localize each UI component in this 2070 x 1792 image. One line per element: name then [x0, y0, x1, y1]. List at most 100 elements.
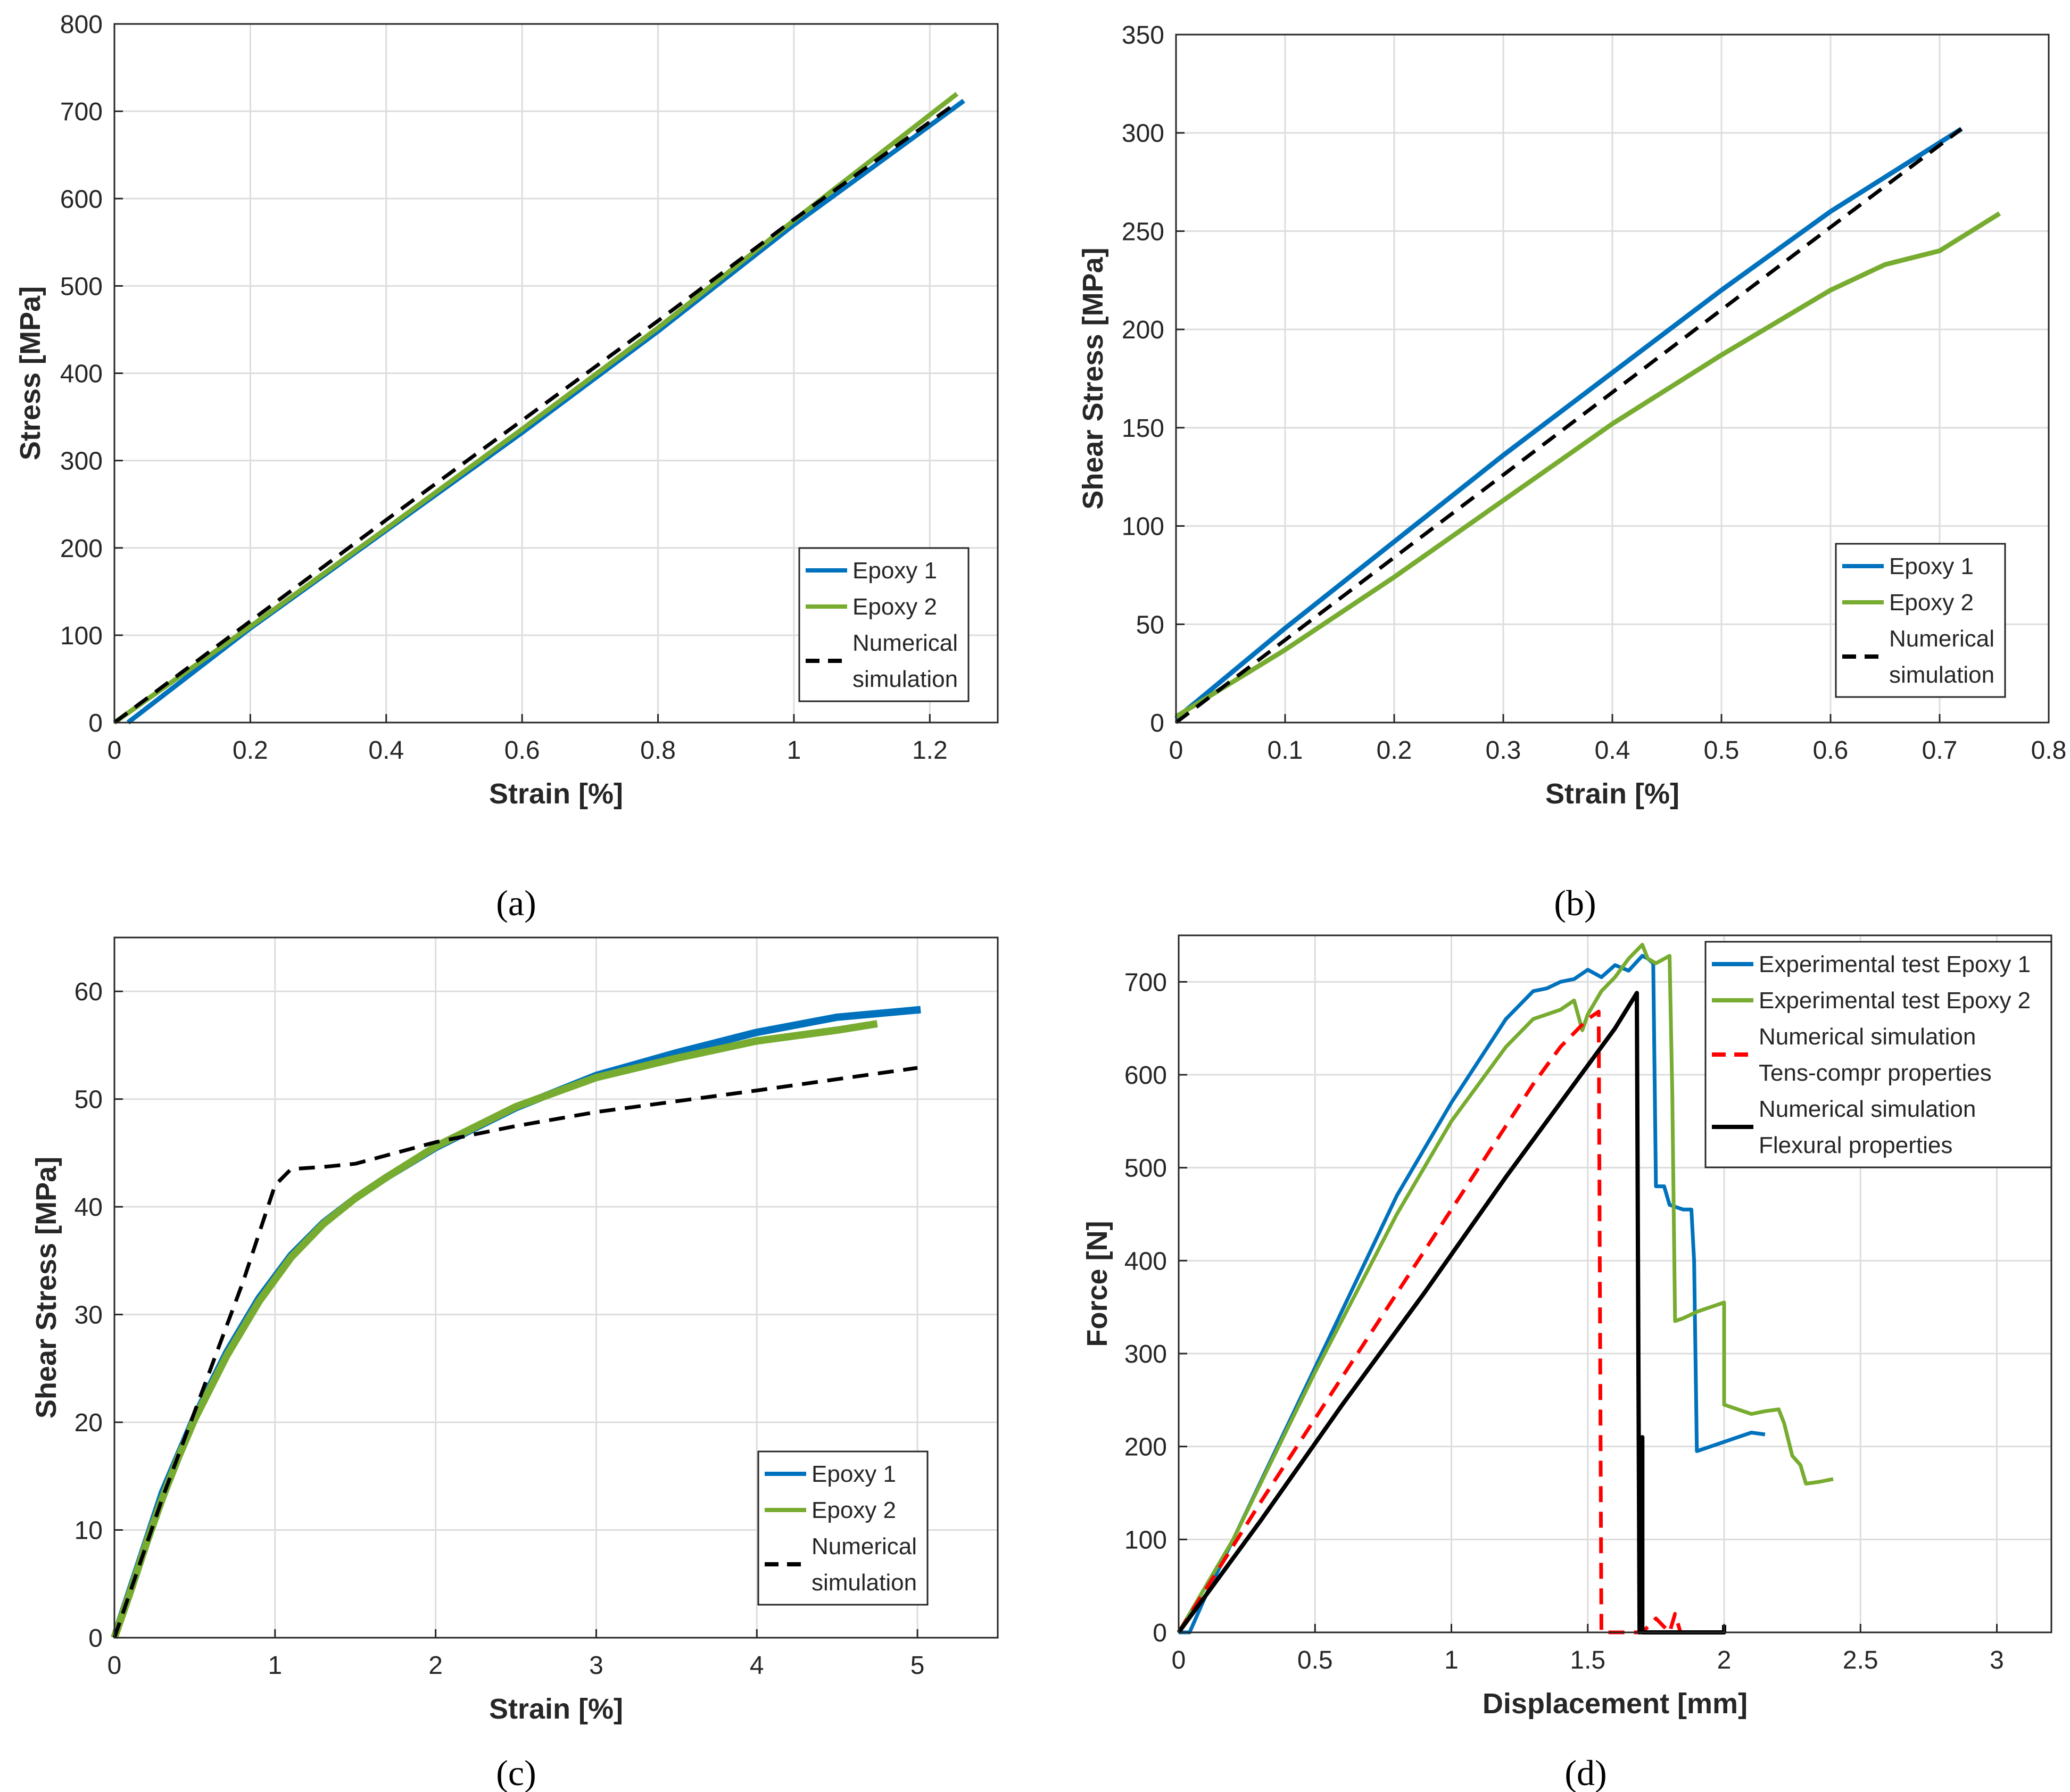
legend: Experimental test Epoxy 1 Experimental te… — [1704, 941, 2052, 1168]
y-tick-label: 350 — [1122, 21, 1164, 49]
x-tick-label: 0.1 — [1268, 736, 1303, 765]
y-tick-label: 0 — [88, 1624, 103, 1653]
x-tick-label: 1 — [1444, 1646, 1459, 1674]
legend: Epoxy 1 Epoxy 2 Numerical simulation — [757, 1450, 929, 1606]
chart-panel-2: 0 0.1 0.2 0.3 0.4 0.5 0.6 0.7 0.8 0 50 100 150 200 250… — [1077, 21, 2066, 923]
x-tick-label: 0 — [107, 1652, 122, 1680]
series-line-3 — [112, 1066, 918, 1639]
panel-caption: (d) — [1564, 1753, 1607, 1792]
x-tick-label: 3 — [589, 1652, 603, 1680]
y-tick-label: 50 — [74, 1086, 103, 1114]
legend-entry-1: Experimental test Epoxy 1 — [1759, 951, 2031, 977]
x-tick-label: 0.6 — [1813, 736, 1849, 765]
chart-panel-4: 0 0.5 1 1.5 2 2.5 3 0 100 200 300 400 500 600 700 Displ… — [1081, 934, 2052, 1792]
y-tick-label: 300 — [1124, 1340, 1167, 1368]
y-tick-label: 400 — [60, 360, 103, 388]
y-tick-label: 600 — [60, 185, 103, 213]
series-line-3 — [1174, 127, 1963, 724]
x-tick-label: 0.8 — [2031, 736, 2067, 765]
legend-box — [1835, 543, 2006, 698]
x-tick-label: 0.5 — [1297, 1646, 1333, 1674]
x-tick-label: 0.6 — [504, 736, 540, 765]
series-line-2 — [1177, 943, 1834, 1633]
x-tick-label: 0.2 — [233, 736, 268, 765]
legend-entry-1: Epoxy 1 — [1889, 553, 1974, 579]
x-tick-label: 2.5 — [1843, 1646, 1878, 1674]
x-tick-label: 1 — [787, 736, 801, 765]
legend-entry-4: Numerical simulation — [1759, 1096, 1976, 1122]
y-tick-label: 250 — [1122, 218, 1164, 246]
legend-entry-2: Epoxy 2 — [1889, 590, 1974, 616]
y-tick-label: 30 — [74, 1301, 103, 1330]
y-tick-label: 50 — [1136, 611, 1164, 639]
legend-box — [798, 547, 970, 702]
legend-entry-3: simulation — [852, 666, 958, 692]
y-tick-label: 500 — [60, 272, 103, 301]
legend-entry-2: Epoxy 2 — [852, 594, 937, 620]
axes-box — [1178, 934, 2052, 1633]
y-tick-label: 600 — [1124, 1061, 1167, 1090]
x-tick-label: 0.5 — [1704, 736, 1740, 765]
y-tick-label: 0 — [88, 709, 103, 737]
series-line-2 — [1174, 211, 2001, 719]
legend: Epoxy 1 Epoxy 2 Numerical simulation — [1835, 543, 2006, 698]
y-tick-label: 700 — [60, 98, 103, 126]
y-tick-label: 500 — [1124, 1155, 1167, 1183]
x-tick-label: 5 — [910, 1652, 925, 1680]
legend-entry-2: Epoxy 2 — [812, 1497, 896, 1523]
x-tick-label: 2 — [428, 1652, 443, 1680]
chart-panel-1: 0 0.2 0.4 0.6 0.8 1 1.2 0 100 200 300 400 500 600 700 8… — [14, 11, 999, 923]
series-line-3 — [1177, 1009, 1683, 1635]
y-tick-label: 200 — [60, 535, 103, 563]
x-tick-label: 0.8 — [640, 736, 676, 765]
axes-box — [113, 936, 999, 1639]
series-line-2 — [111, 1020, 878, 1639]
y-tick-label: 0 — [1153, 1619, 1167, 1647]
legend-entry-3: Numerical — [1889, 626, 1994, 652]
legend-entry-3: Tens-compr properties — [1759, 1060, 1992, 1086]
x-tick-label: 0 — [1172, 1646, 1186, 1674]
legend: Epoxy 1 Epoxy 2 Numerical simulation — [798, 547, 970, 702]
x-tick-label: 0.4 — [1595, 736, 1630, 765]
series-line-1 — [1174, 127, 1963, 721]
legend-box — [1704, 941, 2052, 1168]
legend-entry-4: Flexural properties — [1759, 1132, 1952, 1158]
x-tick-label: 4 — [750, 1652, 764, 1680]
x-tick-label: 0.3 — [1486, 736, 1521, 765]
y-tick-label: 400 — [1124, 1247, 1167, 1275]
y-tick-label: 100 — [1124, 1526, 1167, 1554]
x-axis-label: Strain [%] — [489, 778, 623, 810]
x-tick-label: 0.7 — [1922, 736, 1958, 765]
y-tick-label: 700 — [1124, 968, 1167, 997]
x-axis-label: Strain [%] — [489, 1693, 623, 1725]
y-axis-label: Stress [MPa] — [14, 286, 46, 460]
x-tick-label: 1.5 — [1570, 1646, 1605, 1674]
panel-caption: (a) — [496, 883, 536, 923]
y-tick-label: 100 — [60, 622, 103, 650]
legend-box — [757, 1450, 929, 1606]
panel-caption: (b) — [1554, 883, 1596, 923]
y-tick-label: 0 — [1150, 709, 1164, 737]
legend-entry-3: Numerical — [812, 1533, 917, 1559]
legend-entry-3: simulation — [1889, 662, 1994, 688]
x-tick-label: 1.2 — [912, 736, 948, 765]
y-tick-label: 10 — [74, 1517, 103, 1545]
legend-entry-3: Numerical — [852, 630, 958, 656]
legend-entry-3: Numerical simulation — [1759, 1024, 1976, 1050]
legend-entry-3: simulation — [812, 1570, 917, 1596]
y-tick-label: 100 — [1122, 513, 1164, 541]
y-tick-label: 150 — [1122, 414, 1164, 443]
y-tick-label: 60 — [74, 978, 103, 1006]
series-line-1 — [1179, 953, 1766, 1635]
y-axis-label: Force [N] — [1081, 1221, 1113, 1347]
legend-entry-1: Epoxy 1 — [812, 1461, 896, 1487]
legend-entry-2: Experimental test Epoxy 2 — [1759, 988, 2031, 1014]
y-tick-label: 300 — [1122, 120, 1164, 148]
x-axis-label: Displacement [mm] — [1483, 1688, 1748, 1720]
legend-entry-1: Epoxy 1 — [852, 558, 937, 584]
x-tick-label: 0 — [107, 736, 122, 765]
x-tick-label: 1 — [268, 1652, 282, 1680]
y-tick-label: 20 — [74, 1409, 103, 1437]
